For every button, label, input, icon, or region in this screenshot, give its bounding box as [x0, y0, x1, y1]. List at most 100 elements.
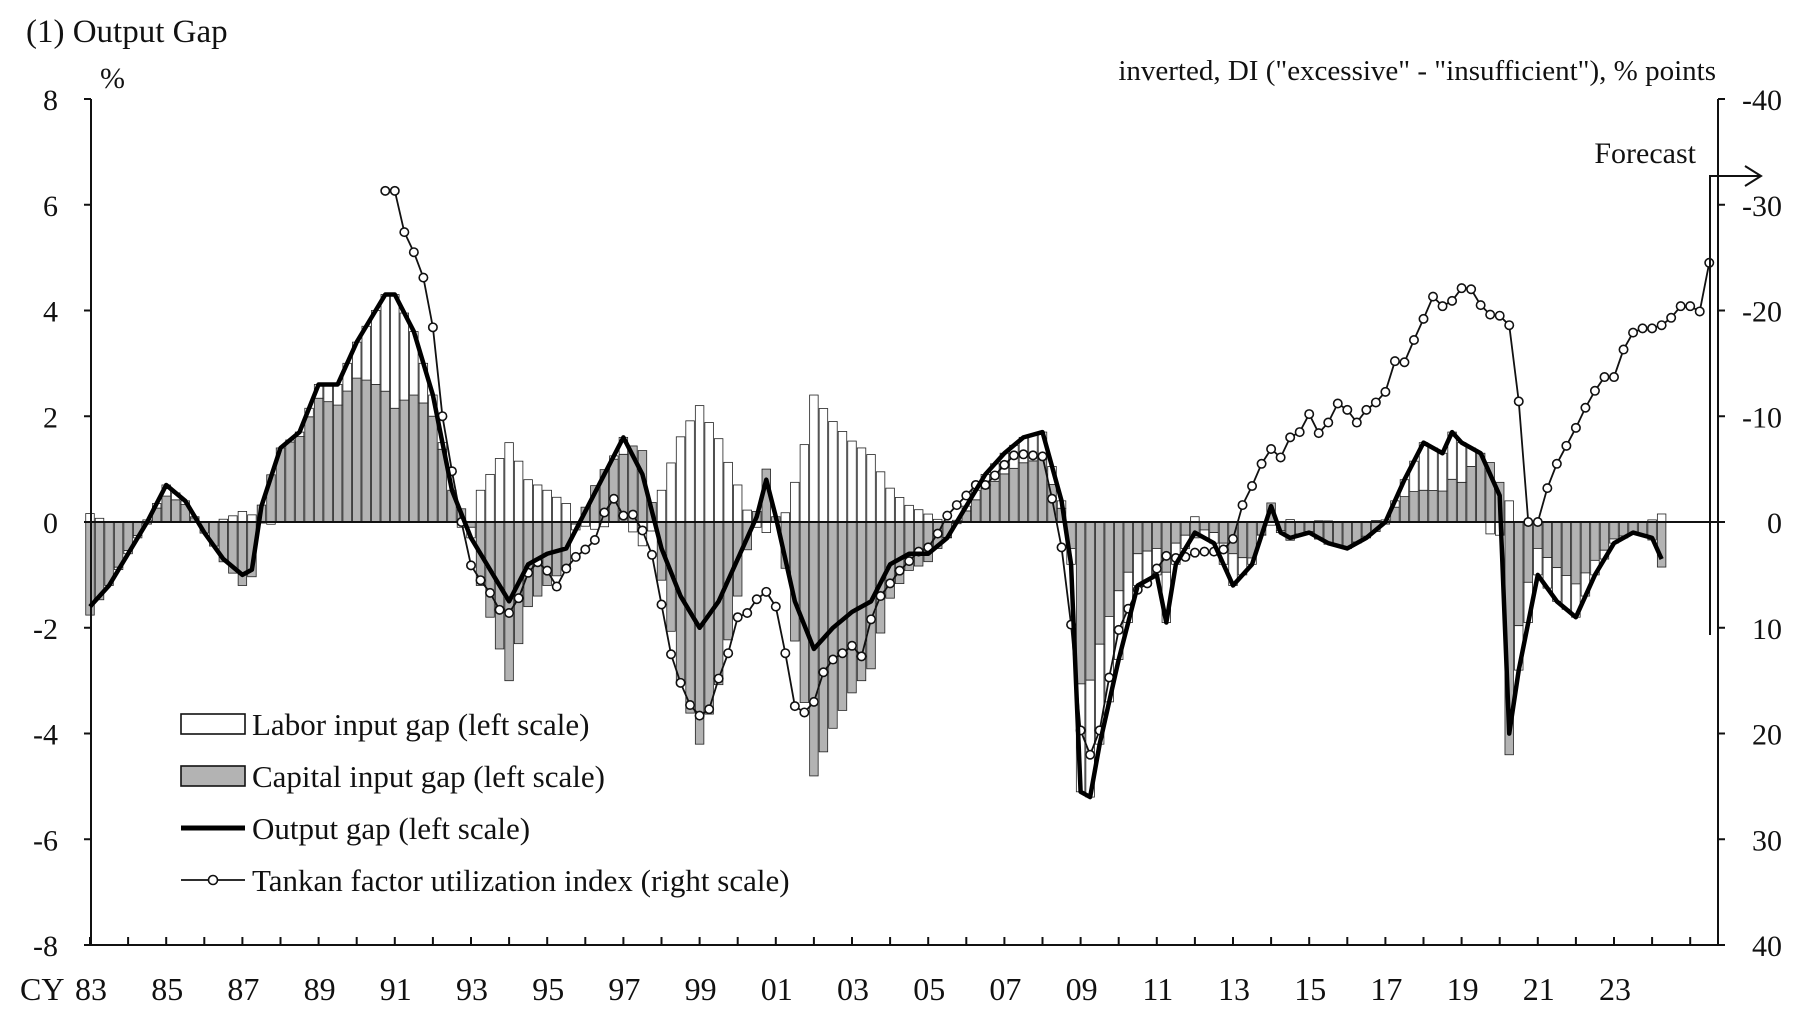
capital-bar — [1561, 521, 1572, 576]
capital-bar — [1552, 521, 1562, 569]
x-tick-label: 13 — [1218, 971, 1250, 1007]
legend-label-output: Output gap (left scale) — [252, 811, 530, 846]
x-tick-label: 99 — [685, 971, 717, 1007]
tankan-point — [1027, 450, 1038, 461]
labor-bar — [818, 408, 829, 523]
capital-bar — [1304, 521, 1314, 532]
capital-bar — [399, 399, 409, 523]
legend-label-tankan: Tankan factor utilization index (right s… — [252, 863, 790, 898]
tankan-point — [570, 551, 581, 562]
tankan-point — [1037, 451, 1048, 462]
labor-bar — [866, 454, 876, 523]
tankan-point — [1218, 544, 1229, 555]
right-tick-label: 10 — [1752, 613, 1782, 646]
tankan-point — [494, 604, 505, 615]
capital-bar — [1542, 521, 1552, 558]
tankan-point — [1151, 563, 1162, 574]
labor-bar — [1533, 548, 1543, 576]
labor-bar — [666, 462, 676, 523]
tankan-point — [1628, 327, 1639, 338]
legend-label-capital: Capital input gap (left scale) — [252, 759, 605, 794]
capital-bar — [380, 390, 390, 523]
labor-bar — [475, 489, 486, 523]
labor-bar — [523, 479, 533, 523]
capital-bar — [323, 401, 333, 523]
x-tick-label: 87 — [227, 971, 259, 1007]
tankan-point — [1275, 452, 1286, 463]
tankan-point — [932, 528, 943, 539]
tankan-point — [1542, 483, 1553, 494]
capital-bar — [294, 436, 305, 523]
right-tick-label: -40 — [1742, 84, 1782, 117]
capital-bar — [1171, 521, 1181, 544]
left-tick-label: 0 — [43, 507, 58, 540]
capital-bar — [104, 521, 114, 586]
legend: Labor input gap (left scale) Capital inpu… — [180, 707, 790, 898]
capital-bar — [1456, 481, 1467, 523]
capital-bar — [409, 394, 419, 523]
tankan-point — [646, 549, 657, 560]
capital-bar — [1437, 490, 1448, 523]
tankan-point — [1408, 335, 1419, 346]
tankan-point — [427, 322, 438, 333]
tankan-point — [999, 459, 1010, 470]
capital-bar — [1161, 521, 1171, 573]
legend-capital-swatch — [180, 765, 246, 787]
tankan-point — [1018, 449, 1029, 460]
x-tick-label: 93 — [456, 971, 488, 1007]
labor-bar — [656, 489, 667, 523]
forecast-label: Forecast — [1594, 137, 1696, 170]
labor-bar — [733, 484, 743, 523]
right-tick-label: 0 — [1767, 507, 1782, 540]
tankan-point — [694, 710, 705, 721]
tankan-point — [1332, 398, 1343, 409]
labor-bar — [885, 487, 895, 523]
capital-bar — [94, 521, 105, 601]
labor-bar — [552, 496, 562, 523]
right-tick-label: 30 — [1752, 824, 1782, 857]
tankan-point — [1456, 283, 1467, 294]
tankan-point — [742, 607, 753, 618]
labor-bar — [704, 422, 714, 523]
tankan-point — [504, 607, 515, 618]
x-tick-label: 19 — [1447, 971, 1479, 1007]
labor-bar — [837, 431, 848, 523]
tankan-point — [1389, 356, 1400, 367]
capital-bar — [1199, 521, 1210, 531]
capital-bar — [914, 521, 924, 567]
tankan-point — [380, 185, 391, 196]
left-tick-label: -2 — [33, 613, 58, 646]
capital-bar — [1418, 489, 1429, 523]
capital-bar — [1523, 521, 1533, 583]
labor-bar — [685, 420, 695, 523]
capital-bar — [1114, 521, 1124, 592]
tankan-point — [561, 563, 572, 574]
labor-bar — [675, 436, 686, 523]
capital-bar — [1399, 496, 1410, 523]
capital-bar — [999, 473, 1010, 523]
tankan-point — [1189, 547, 1200, 558]
tankan-point — [1694, 306, 1705, 317]
x-tick-label: 97 — [608, 971, 640, 1007]
capital-bar — [1085, 521, 1095, 681]
labor-bar — [1133, 553, 1143, 586]
labor-bar — [237, 511, 248, 523]
tankan-point — [808, 696, 819, 707]
labor-bar — [799, 444, 810, 523]
capital-bar — [990, 480, 1000, 523]
labor-bar — [332, 384, 343, 406]
capital-bar — [847, 521, 857, 694]
labor-bar — [923, 513, 933, 523]
capital-bar — [1447, 478, 1457, 523]
tankan-point — [1609, 372, 1620, 383]
labor-bar — [485, 473, 495, 523]
tankan-point — [713, 673, 724, 684]
x-tick-label: 23 — [1599, 971, 1631, 1007]
legend-tankan-marker — [207, 874, 219, 886]
left-axis-unit: % — [100, 62, 125, 95]
tankan-point — [1570, 422, 1581, 433]
capital-bar — [1209, 521, 1219, 533]
labor-bar — [561, 503, 571, 523]
tankan-point — [1504, 320, 1515, 331]
tankan-point — [837, 648, 848, 659]
